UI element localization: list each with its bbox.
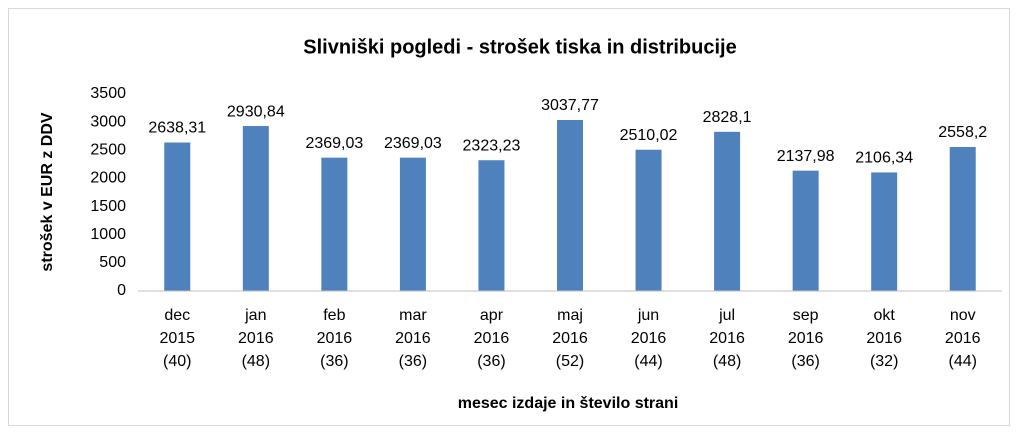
x-tick-label: jun 2016 (44) (630, 307, 667, 370)
chart-title: Slivniški pogledi - strošek tiska in dis… (303, 36, 736, 58)
bar (478, 160, 505, 291)
bar (399, 157, 426, 291)
bar (321, 157, 348, 291)
bar (635, 149, 662, 291)
x-tick-label: nov 2016 (44) (944, 307, 981, 370)
y-tick-label: 2000 (90, 170, 126, 187)
value-label: 3037,77 (541, 97, 599, 114)
y-tick-label: 0 (117, 282, 126, 299)
bar (871, 172, 898, 291)
value-label: 2369,03 (305, 135, 363, 152)
value-label: 2828,1 (703, 109, 752, 126)
x-tick-label: jan 2016 (48) (238, 307, 274, 370)
bar (242, 126, 269, 291)
x-tick-label: feb 2016 (36) (316, 307, 353, 370)
value-label: 2369,03 (384, 135, 442, 152)
x-tick-label: okt 2016 (32) (866, 307, 902, 370)
x-axis-title: mesec izdaje in število strani (458, 395, 679, 412)
y-tick-label: 2500 (90, 142, 126, 159)
value-label: 2930,84 (227, 103, 285, 120)
value-label: 2638,31 (148, 120, 206, 137)
value-label: 2510,02 (620, 127, 678, 144)
x-tick-label: jul 2016 (48) (709, 307, 745, 370)
x-tick-label: sep 2016 (36) (787, 307, 824, 370)
bar (557, 120, 583, 292)
bar (164, 142, 191, 291)
x-tick-label: dec 2015 (40) (159, 307, 196, 370)
y-tick-label: 1500 (90, 198, 126, 215)
y-axis-title: strošek v EUR z DDV (39, 112, 56, 271)
y-tick-label: 1000 (90, 226, 126, 243)
x-tick-label: maj 2016 (52) (552, 307, 588, 370)
value-label: 2323,23 (463, 137, 521, 154)
y-tick-label: 3000 (90, 113, 126, 130)
bar (949, 147, 976, 291)
value-label: 2106,34 (855, 150, 913, 167)
y-tick-label: 3500 (90, 85, 126, 102)
value-label: 2137,98 (777, 148, 835, 165)
bar (714, 131, 741, 291)
x-tick-label: apr 2016 (36) (473, 307, 510, 370)
value-label: 2558,2 (938, 124, 987, 141)
y-tick-label: 500 (99, 254, 126, 271)
x-tick-label: mar 2016 (36) (395, 307, 431, 370)
bar (792, 170, 819, 291)
